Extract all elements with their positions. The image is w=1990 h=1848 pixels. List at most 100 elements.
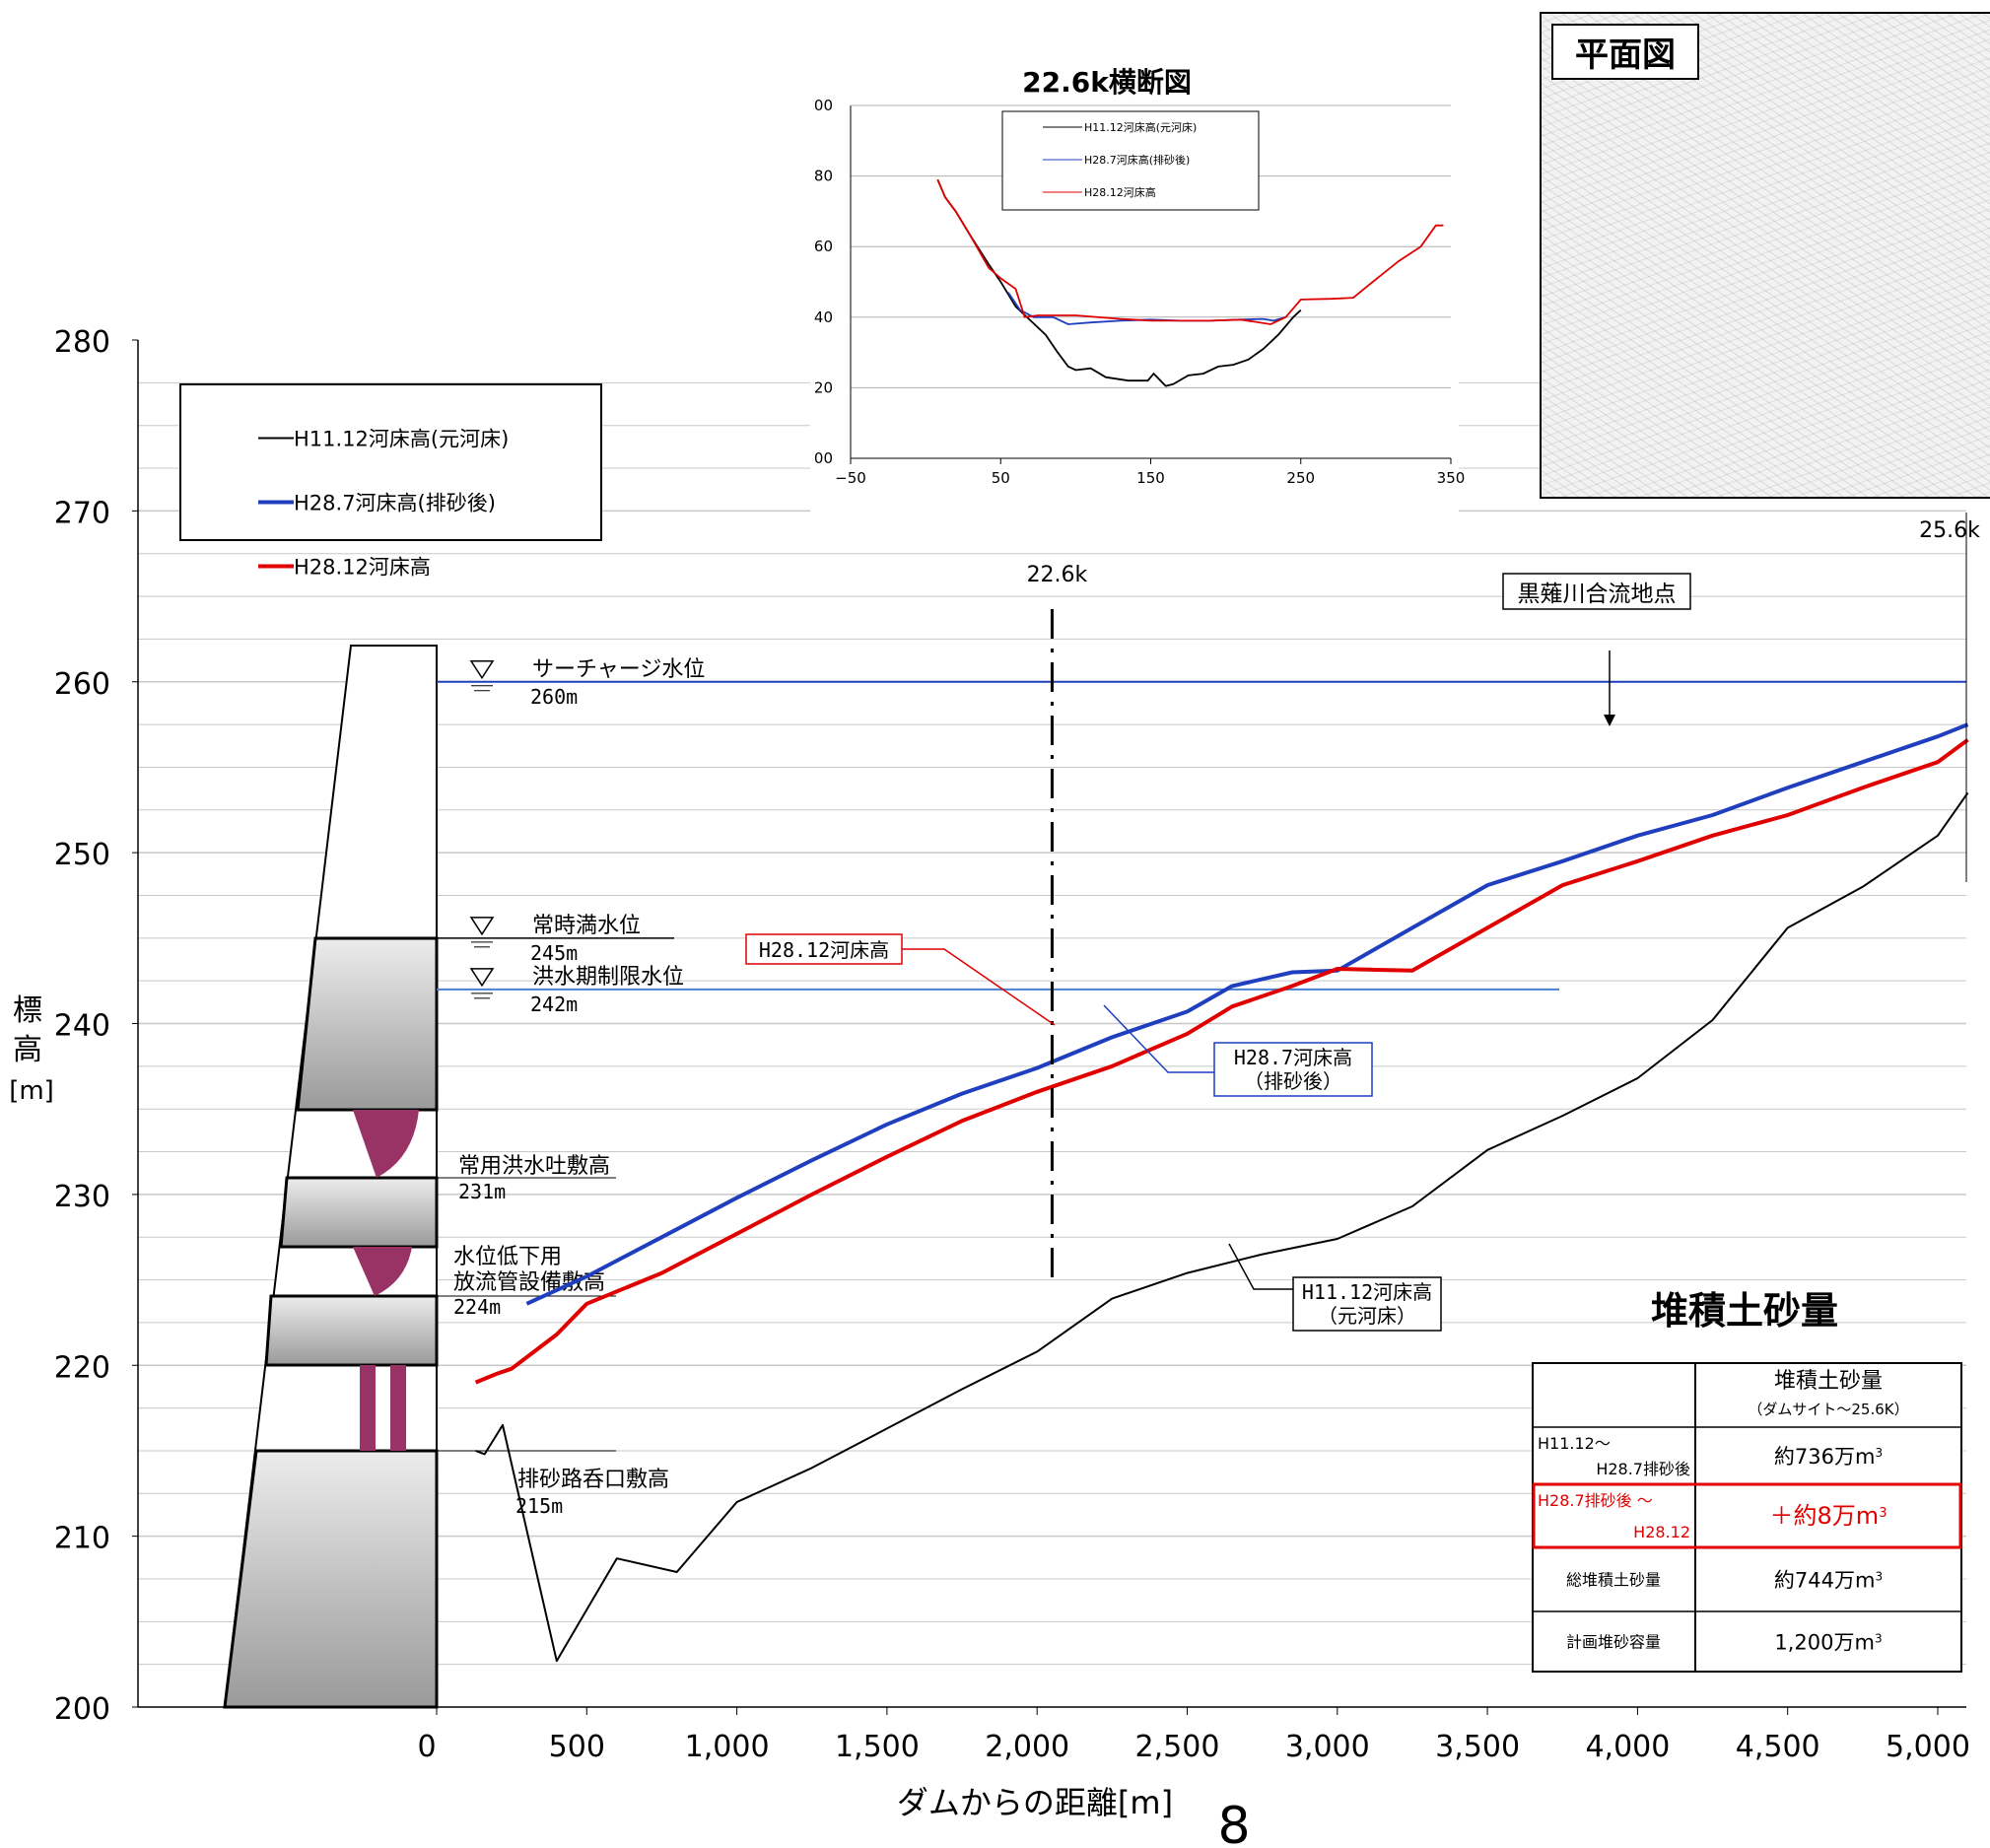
section-label-22-6k: 22.6k xyxy=(1027,563,1088,587)
dam-block-2 xyxy=(279,1176,439,1249)
x-tick-label: 2,000 xyxy=(985,1730,1069,1764)
table-header: 堆積土砂量 xyxy=(1774,1369,1883,1394)
y-axis-label: 高 xyxy=(13,1033,42,1067)
plan-view-title: 平面図 xyxy=(1551,24,1699,80)
table-frame xyxy=(1532,1362,1962,1673)
callout-label-h28-7: H28.7河床高 xyxy=(1234,1046,1352,1069)
y-tick-label: 280 xyxy=(54,325,110,360)
inset-legend-label: H28.7河床高(排砂後) xyxy=(1084,153,1190,167)
inset-legend-label: H28.12河床高 xyxy=(1084,185,1156,199)
table-header-sub: （ダムサイト〜25.6K） xyxy=(1748,1401,1908,1418)
profile-series xyxy=(474,722,1969,1663)
table-row-label: H28.7排砂後 〜 xyxy=(1538,1491,1653,1510)
dam-elevation-value: 224m xyxy=(453,1295,501,1319)
water-levels: サーチャージ水位260m常時満水位245m洪水期制限水位242m常用洪水吐敷高2… xyxy=(437,657,1966,1518)
inset-legend-label: H11.12河床高(元河床) xyxy=(1084,120,1197,134)
legend-label: H28.7河床高(排砂後) xyxy=(294,492,496,515)
inset-y-tick-label: 20 xyxy=(814,378,833,396)
spillway-shape-2 xyxy=(353,1247,412,1296)
legend-label: H28.12河床高 xyxy=(294,556,431,580)
dam-block-3 xyxy=(264,1294,439,1367)
water-level-value: 242m xyxy=(530,992,578,1016)
callout-label-h11-12: （元河床） xyxy=(1318,1304,1416,1328)
inset-legend xyxy=(1001,110,1260,211)
dam-block-top xyxy=(296,936,439,1112)
y-tick-label: 220 xyxy=(54,1350,110,1385)
callout-box-h11-12 xyxy=(1292,1276,1442,1332)
inset-x-tick-label: 250 xyxy=(1286,469,1315,487)
dam-elevation-name: 水位低下用 xyxy=(453,1245,562,1269)
x-tick-label: 0 xyxy=(417,1730,436,1764)
inset-y-tick-label: 60 xyxy=(814,238,833,255)
water-level-name: 洪水期制限水位 xyxy=(532,965,684,990)
table-row-label: 総堆積土砂量 xyxy=(1566,1571,1661,1590)
spillway-shape-1 xyxy=(353,1110,419,1178)
confluence-label: 黒薙川合流地点 xyxy=(1518,582,1677,607)
table-row-label: H28.12 xyxy=(1633,1523,1690,1541)
annotations: 22.6k 25.6k 黒薙川合流地点 H28.12河床高 H28.7河床高（排砂後） H… xyxy=(745,513,1980,1332)
table-row-value: 約736万m3 xyxy=(1774,1445,1883,1469)
callout-box-h28-7 xyxy=(1213,1042,1373,1097)
inset-x-tick-label: 350 xyxy=(1437,469,1466,487)
y-axis-label: [m] xyxy=(9,1076,54,1106)
table-highlight xyxy=(1532,1482,1962,1549)
water-level-marker-icon xyxy=(469,917,495,936)
x-tick-label: 4,500 xyxy=(1736,1730,1820,1764)
dam-elevation-name: 放流管設備敷高 xyxy=(453,1270,605,1295)
inset-y-tick-label: 00 xyxy=(814,97,833,114)
table-row-label: 計画堆砂容量 xyxy=(1566,1633,1661,1652)
water-level-value: 245m xyxy=(530,941,578,965)
outlet-pipe-2 xyxy=(390,1365,406,1451)
callout-label-h28-12: H28.12河床高 xyxy=(759,938,889,962)
y-tick-label: 240 xyxy=(54,1009,110,1044)
x-tick-label: 3,500 xyxy=(1435,1730,1520,1764)
axes: 200 210 220 230 240 250 260 270 280 0 500 1,000 1,50… xyxy=(9,325,1970,1821)
confluence-box xyxy=(1502,573,1691,610)
water-level-marker-icon xyxy=(469,968,495,988)
dam-elevation-value: 231m xyxy=(458,1180,506,1203)
page-number: 8 xyxy=(1217,1797,1250,1848)
series-line-2 xyxy=(525,722,1969,1306)
x-tick-label: 3,000 xyxy=(1285,1730,1370,1764)
callout-label-h11-12: H11.12河床高 xyxy=(1302,1280,1432,1304)
inset-y-tick-label: 40 xyxy=(814,308,833,326)
dam-block-base xyxy=(223,1449,439,1709)
inset-y-tick-label: 80 xyxy=(814,168,833,185)
y-tick-label: 200 xyxy=(54,1692,110,1727)
legend: H11.12河床高(元河床) H28.7河床高(排砂後) H28.12河床高 xyxy=(179,383,602,580)
x-tick-label: 1,500 xyxy=(835,1730,920,1764)
callout-label-h28-7: （排砂後） xyxy=(1244,1069,1342,1093)
table-row-value: 1,200万m3 xyxy=(1774,1631,1882,1655)
dam-elevation-name: 排砂路呑口敷高 xyxy=(517,1468,669,1492)
y-tick-label: 270 xyxy=(54,496,110,530)
series-line-1 xyxy=(475,791,1969,1663)
x-axis-label: ダムからの距離[m] xyxy=(897,1784,1173,1821)
inset-y-tick-label: 00 xyxy=(814,449,833,467)
callout-leader-h11-12 xyxy=(1228,1243,1293,1290)
callout-leader-h28-12 xyxy=(902,948,1056,1026)
table-row-label: H11.12〜 xyxy=(1538,1434,1611,1453)
confluence-arrow-icon xyxy=(1604,715,1615,726)
dam-elevation-name: 常用洪水吐敷高 xyxy=(458,1154,610,1179)
y-tick-label: 230 xyxy=(54,1180,110,1214)
y-axis-label: 標 xyxy=(13,993,42,1028)
y-tick-label: 250 xyxy=(54,838,110,872)
water-level-value: 260m xyxy=(530,685,578,709)
sediment-volume-table: 堆積土砂量堆積土砂量（ダムサイト〜25.6K）H11.12〜H28.7排砂後約7… xyxy=(1532,1289,1962,1673)
series-line-3 xyxy=(474,738,1969,1385)
y-tick-label: 210 xyxy=(54,1522,110,1556)
x-tick-label: 2,500 xyxy=(1135,1730,1220,1764)
plan-view-map: 平面図 xyxy=(1540,12,1990,499)
outlet-pipe-1 xyxy=(360,1365,376,1451)
dam-cross-section xyxy=(223,645,439,1709)
callout-box-h28-12 xyxy=(745,933,903,965)
callout-leader-h28-7 xyxy=(1103,1004,1214,1073)
legend-label: H11.12河床高(元河床) xyxy=(294,428,509,451)
y-tick-label: 260 xyxy=(54,667,110,702)
inset-x-tick-label: 150 xyxy=(1136,469,1165,487)
inset-x-tick-label: 50 xyxy=(992,469,1010,487)
x-tick-label: 1,000 xyxy=(685,1730,770,1764)
inset-x-tick-label: −50 xyxy=(835,469,866,487)
x-tick-label: 4,000 xyxy=(1585,1730,1670,1764)
